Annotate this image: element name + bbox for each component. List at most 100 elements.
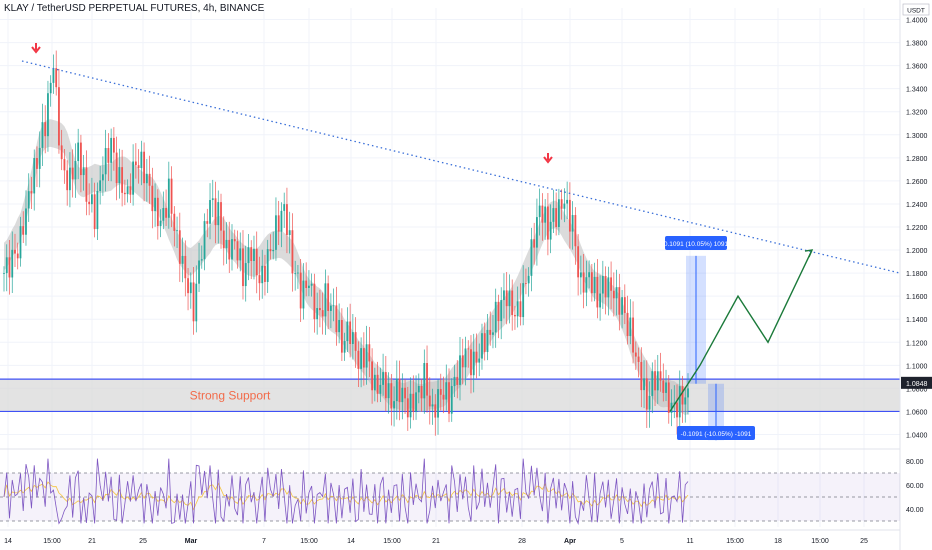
candle-body: [527, 275, 530, 284]
candle-body: [514, 314, 516, 317]
candle-body: [368, 344, 371, 362]
y-axis-bg: [900, 0, 932, 550]
candle-body: [329, 305, 332, 311]
candle-body: [568, 199, 571, 232]
candle-body: [607, 277, 610, 298]
candle-body: [255, 248, 258, 276]
candle-body: [299, 272, 302, 309]
candle-body: [96, 190, 99, 230]
candle-body: [222, 230, 225, 249]
candle-body: [654, 371, 656, 391]
ma-band: [4, 119, 688, 416]
candle-body: [313, 283, 316, 320]
candle-body: [456, 376, 459, 385]
candle-body: [678, 386, 681, 418]
candle-body: [58, 87, 60, 146]
candle-body: [673, 402, 676, 404]
candle-body: [181, 255, 184, 264]
candle-body: [110, 137, 113, 163]
candle-body: [426, 363, 428, 396]
candle-body: [676, 402, 678, 418]
candle-body: [481, 333, 483, 359]
candle-body: [294, 273, 297, 275]
candle-body: [483, 333, 486, 353]
candle-body: [242, 248, 244, 287]
peak-markers: [31, 43, 553, 164]
candle-body: [390, 383, 393, 409]
y-tick-label: 1.0600: [906, 409, 928, 416]
x-tick-label: 7: [262, 538, 266, 545]
candle-body: [453, 376, 456, 387]
candle-body: [450, 386, 453, 414]
candle-body: [544, 206, 547, 223]
candle-body: [445, 382, 448, 400]
candle-body: [670, 402, 673, 413]
rsi-line: [3, 458, 689, 525]
candle-body: [335, 305, 338, 333]
x-tick-label: 25: [860, 538, 868, 545]
x-tick-label: 14: [347, 538, 355, 545]
x-tick-label: 15:00: [300, 538, 318, 545]
candle-body: [159, 220, 162, 227]
x-tick-label: Mar: [185, 538, 198, 545]
candle-body: [585, 277, 588, 293]
candle-body: [69, 167, 71, 191]
y-tick-label: 1.2000: [906, 248, 928, 255]
candle-body: [203, 221, 206, 260]
x-tick-label: 5: [620, 538, 624, 545]
x-tick-label: 15:00: [43, 538, 61, 545]
measure-down-label: -0.1091 (-10.05%) -1091: [681, 431, 752, 438]
down-arrow-icon: [31, 43, 41, 54]
candle-body: [47, 93, 49, 137]
candle-body: [302, 280, 305, 309]
candle-body: [195, 283, 198, 322]
candle-body: [681, 386, 684, 405]
candle-body: [596, 276, 599, 308]
candle-body: [74, 161, 77, 180]
candle-body: [19, 226, 22, 259]
candle-body: [632, 317, 634, 353]
projection-line: [669, 249, 813, 412]
candle-body: [497, 301, 500, 322]
candle-body: [346, 321, 349, 342]
candle-body: [297, 272, 299, 274]
candle-body: [393, 401, 395, 409]
candle-body: [115, 152, 118, 184]
candle-body: [582, 272, 585, 293]
candle-body: [60, 145, 63, 160]
y-tick-label: 1.3000: [906, 133, 928, 140]
candle-body: [651, 371, 654, 396]
candle-body: [621, 297, 623, 315]
candle-body: [560, 199, 563, 209]
candle-body: [319, 308, 321, 311]
candle-body: [522, 283, 525, 318]
y-tick-label: 1.2400: [906, 202, 928, 209]
currency-badge: [902, 3, 930, 16]
measurement-tools: 0.1091 (10.05%) 1091 -0.1091 (-10.05%) -1…: [664, 236, 755, 441]
candle-body: [508, 290, 511, 307]
x-tick-label: 15:00: [726, 538, 744, 545]
candle-body: [338, 319, 341, 333]
candle-body: [123, 192, 126, 195]
candle-body: [439, 389, 442, 395]
candle-body: [643, 378, 645, 391]
candle-body: [574, 215, 577, 247]
y-tick-label: 1.3800: [906, 41, 928, 48]
y-tick-label: 1.1400: [906, 317, 928, 324]
candle-body: [492, 332, 494, 335]
x-tick-label: 18: [774, 538, 782, 545]
candle-body: [192, 282, 195, 322]
candle-body: [588, 272, 591, 278]
candle-body: [475, 351, 478, 363]
candle-body: [577, 246, 580, 278]
candle-body: [412, 393, 415, 412]
candle-body: [599, 293, 601, 308]
candle-body: [3, 273, 5, 274]
x-axis: 14 15:00 21 25 Mar 7 15:00 14 15:00 21 28 Apr 5 11 15:…: [0, 529, 900, 545]
candle-body: [206, 221, 209, 224]
candle-body: [266, 249, 269, 282]
candle-body: [442, 394, 445, 400]
candle-body: [30, 191, 33, 194]
candles: [3, 50, 689, 436]
